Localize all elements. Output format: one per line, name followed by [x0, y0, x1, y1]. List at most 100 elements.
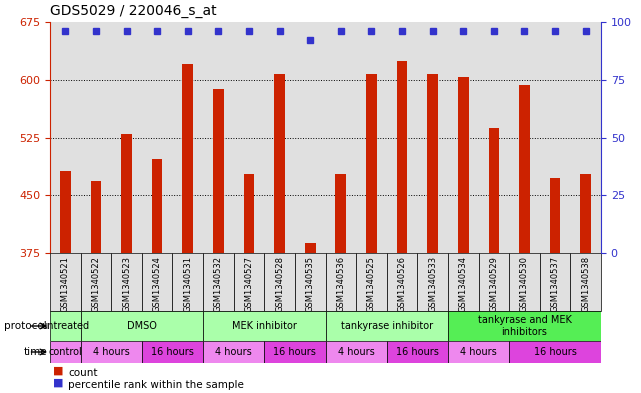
Bar: [121, 134, 132, 253]
Bar: [142, 253, 172, 311]
Bar: [274, 73, 285, 253]
Text: DMSO: DMSO: [127, 321, 157, 331]
Bar: [90, 182, 101, 253]
Text: GSM1340535: GSM1340535: [306, 256, 315, 312]
Bar: [479, 22, 509, 253]
Bar: [417, 22, 448, 253]
Bar: [234, 253, 264, 311]
Text: ■: ■: [53, 366, 63, 376]
Bar: [479, 253, 509, 311]
Bar: [264, 253, 295, 311]
Text: GSM1340523: GSM1340523: [122, 256, 131, 312]
Text: GSM1340537: GSM1340537: [551, 256, 560, 312]
Text: tankyrase and MEK
inhibitors: tankyrase and MEK inhibitors: [478, 315, 571, 337]
Bar: [326, 341, 387, 363]
Bar: [448, 253, 479, 311]
Text: GSM1340530: GSM1340530: [520, 256, 529, 312]
Bar: [326, 311, 448, 341]
Text: untreated: untreated: [41, 321, 89, 331]
Bar: [234, 22, 264, 253]
Text: 16 hours: 16 hours: [274, 347, 316, 357]
Text: GSM1340521: GSM1340521: [61, 256, 70, 312]
Bar: [112, 22, 142, 253]
Bar: [488, 128, 499, 253]
Text: GSM1340538: GSM1340538: [581, 256, 590, 312]
Bar: [540, 22, 570, 253]
Text: GSM1340524: GSM1340524: [153, 256, 162, 312]
Bar: [335, 174, 346, 253]
Bar: [519, 85, 530, 253]
Bar: [244, 174, 254, 253]
Text: 16 hours: 16 hours: [396, 347, 439, 357]
Bar: [448, 311, 601, 341]
Bar: [448, 22, 479, 253]
Bar: [509, 22, 540, 253]
Bar: [81, 22, 112, 253]
Text: percentile rank within the sample: percentile rank within the sample: [68, 380, 244, 390]
Bar: [142, 341, 203, 363]
Text: 16 hours: 16 hours: [534, 347, 576, 357]
Bar: [142, 22, 172, 253]
Bar: [356, 22, 387, 253]
Bar: [203, 341, 264, 363]
Text: GSM1340533: GSM1340533: [428, 256, 437, 312]
Bar: [428, 74, 438, 253]
Text: protocol: protocol: [4, 321, 47, 331]
Bar: [458, 77, 469, 253]
Text: time: time: [23, 347, 47, 357]
Bar: [264, 22, 295, 253]
Bar: [203, 311, 326, 341]
Bar: [81, 341, 142, 363]
Bar: [326, 22, 356, 253]
Text: GSM1340526: GSM1340526: [397, 256, 406, 312]
Bar: [213, 89, 224, 253]
Bar: [509, 253, 540, 311]
Bar: [81, 253, 112, 311]
Bar: [172, 22, 203, 253]
Bar: [540, 253, 570, 311]
Text: GSM1340531: GSM1340531: [183, 256, 192, 312]
Bar: [172, 253, 203, 311]
Bar: [264, 341, 326, 363]
Bar: [326, 253, 356, 311]
Bar: [295, 253, 326, 311]
Bar: [50, 311, 81, 341]
Text: GSM1340522: GSM1340522: [92, 256, 101, 312]
Bar: [387, 341, 448, 363]
Text: 4 hours: 4 hours: [338, 347, 374, 357]
Bar: [295, 22, 326, 253]
Bar: [570, 22, 601, 253]
Text: GSM1340536: GSM1340536: [337, 256, 345, 312]
Bar: [203, 22, 234, 253]
Text: 4 hours: 4 hours: [460, 347, 497, 357]
Text: 4 hours: 4 hours: [215, 347, 252, 357]
Bar: [397, 61, 408, 253]
Bar: [152, 159, 163, 253]
Bar: [305, 243, 315, 253]
Bar: [356, 253, 387, 311]
Bar: [60, 171, 71, 253]
Bar: [580, 174, 591, 253]
Bar: [570, 253, 601, 311]
Text: 4 hours: 4 hours: [93, 347, 129, 357]
Text: GSM1340525: GSM1340525: [367, 256, 376, 312]
Text: GSM1340532: GSM1340532: [214, 256, 223, 312]
Bar: [550, 178, 560, 253]
Bar: [112, 253, 142, 311]
Text: GSM1340527: GSM1340527: [244, 256, 253, 312]
Bar: [203, 253, 234, 311]
Bar: [417, 253, 448, 311]
Bar: [366, 73, 377, 253]
Bar: [448, 341, 509, 363]
Text: count: count: [68, 368, 97, 378]
Text: tankyrase inhibitor: tankyrase inhibitor: [340, 321, 433, 331]
Bar: [81, 311, 203, 341]
Text: GSM1340528: GSM1340528: [275, 256, 284, 312]
Bar: [50, 22, 81, 253]
Bar: [50, 341, 81, 363]
Bar: [509, 341, 601, 363]
Text: GSM1340529: GSM1340529: [489, 256, 498, 312]
Bar: [387, 253, 417, 311]
Text: GDS5029 / 220046_s_at: GDS5029 / 220046_s_at: [50, 4, 217, 18]
Text: 16 hours: 16 hours: [151, 347, 194, 357]
